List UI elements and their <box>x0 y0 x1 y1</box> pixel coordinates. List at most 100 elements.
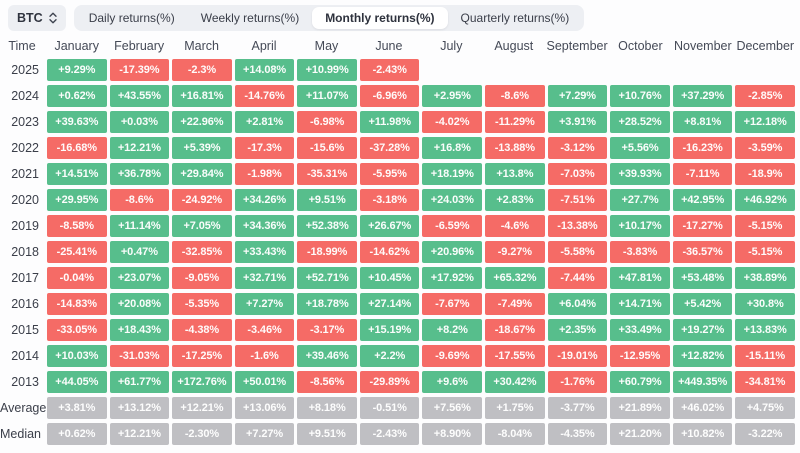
cell-2016-march: -5.35% <box>172 293 232 315</box>
cell-2013-february: +61.77% <box>109 371 170 393</box>
cell-2013-may: -8.56% <box>297 371 357 393</box>
cell-2017-july: +17.92% <box>422 267 483 289</box>
cell-2013-december: -34.81% <box>735 371 795 393</box>
table-row-2024: 2024 +0.62% +43.55% +16.81% -14.76% +11.07% -6… <box>0 85 795 107</box>
cell-median-april: +7.27% <box>234 423 295 445</box>
cell-2025-july <box>422 59 482 81</box>
row-label-2019: 2019 <box>11 219 39 233</box>
table-row-2023: 2023 +39.63% +0.03% +22.96% +2.81% -6.98% +11.… <box>0 111 795 133</box>
cell-2015-january: -33.05% <box>47 319 107 341</box>
cell-average-april: +13.06% <box>234 397 295 419</box>
cell-2017-april: +32.71% <box>234 267 295 289</box>
cell-2018-august: -9.27% <box>485 241 545 263</box>
cell-2025-september <box>548 59 608 81</box>
cell-2024-december: -2.85% <box>735 85 795 107</box>
cell-2024-october: +10.76% <box>610 85 670 107</box>
cell-2018-october: -3.83% <box>610 241 670 263</box>
cell-average-may: +8.18% <box>297 397 357 419</box>
cell-median-february: +12.21% <box>109 423 170 445</box>
cell-2022-june: -37.28% <box>359 137 420 159</box>
table-row-2019: 2019 -8.58% +11.14% +7.05% +34.36% +52.38% +26… <box>0 215 795 237</box>
cell-2024-may: +11.07% <box>297 85 357 107</box>
cell-median-august: -8.04% <box>485 423 545 445</box>
row-label-median: Median <box>0 427 41 441</box>
table-row-2022: 2022 -16.68% +12.21% +5.39% -17.3% -15.6% -37.… <box>0 137 795 159</box>
cell-2022-may: -15.6% <box>297 137 357 159</box>
cell-2015-september: +2.35% <box>547 319 608 341</box>
table-row-2018: 2018 -25.41% +0.47% -32.85% +33.43% -18.99% -1… <box>0 241 795 263</box>
symbol-selector[interactable]: BTC <box>8 5 66 31</box>
cell-2013-march: +172.76% <box>172 371 232 393</box>
symbol-selector-label: BTC <box>17 11 43 25</box>
cell-average-july: +7.56% <box>422 397 483 419</box>
cell-2025-august <box>485 59 545 81</box>
cell-2022-february: +12.21% <box>109 137 170 159</box>
cell-2020-november: +42.95% <box>672 189 733 211</box>
cell-2023-september: +3.91% <box>547 111 608 133</box>
tab-daily-returns[interactable]: Daily returns(%) <box>88 11 175 25</box>
row-label-2014: 2014 <box>11 349 39 363</box>
cell-2014-july: -9.69% <box>422 345 483 367</box>
cell-2021-november: -7.11% <box>672 163 733 185</box>
cell-2019-march: +7.05% <box>172 215 232 237</box>
cell-2025-january: +9.29% <box>47 59 107 81</box>
cell-2016-april: +7.27% <box>234 293 295 315</box>
cell-2014-december: -15.11% <box>735 345 795 367</box>
cell-2014-november: +12.82% <box>672 345 733 367</box>
cell-2021-may: -35.31% <box>297 163 357 185</box>
tab-weekly-returns[interactable]: Weekly returns(%) <box>200 11 300 25</box>
cell-2020-september: -7.51% <box>547 189 608 211</box>
row-label-average: Average <box>0 401 47 415</box>
table-row-2013: 2013 +44.05% +61.77% +172.76% +50.01% -8.56% -… <box>0 371 795 393</box>
cell-2015-april: -3.46% <box>234 319 295 341</box>
cell-2019-november: -17.27% <box>672 215 733 237</box>
cell-2014-august: -17.55% <box>485 345 545 367</box>
cell-2023-april: +2.81% <box>234 111 295 133</box>
cell-2014-january: +10.03% <box>47 345 107 367</box>
cell-2016-december: +30.8% <box>735 293 795 315</box>
col-header-february: February <box>114 39 165 53</box>
cell-2018-march: -32.85% <box>172 241 232 263</box>
cell-2025-march: -2.3% <box>172 59 232 81</box>
col-header-july: July <box>440 39 463 53</box>
cell-2019-may: +52.38% <box>297 215 357 237</box>
tab-quarterly-returns[interactable]: Quarterly returns(%) <box>460 11 570 25</box>
returns-period-tabs: Daily returns(%) Weekly returns(%) Monthly… <box>73 5 585 31</box>
cell-2014-september: -19.01% <box>547 345 608 367</box>
cell-2023-january: +39.63% <box>47 111 107 133</box>
col-header-june: June <box>375 39 403 53</box>
cell-2018-november: -36.57% <box>672 241 733 263</box>
cell-2021-september: -7.03% <box>547 163 608 185</box>
col-header-time: Time <box>8 39 36 53</box>
toolbar: BTC Daily returns(%) Weekly returns(%) Mon… <box>8 5 800 31</box>
cell-2019-february: +11.14% <box>109 215 170 237</box>
cell-2020-december: +46.92% <box>735 189 795 211</box>
table-row-2015: 2015 -33.05% +18.43% -4.38% -3.46% -3.17% +15.… <box>0 319 795 341</box>
col-header-august: August <box>494 39 534 53</box>
cell-2024-june: -6.96% <box>359 85 420 107</box>
row-label-2018: 2018 <box>11 245 39 259</box>
cell-2022-march: +5.39% <box>172 137 232 159</box>
cell-2022-january: -16.68% <box>47 137 107 159</box>
cell-2016-july: -7.67% <box>422 293 483 315</box>
cell-average-december: +4.75% <box>735 397 795 419</box>
cell-average-october: +21.89% <box>610 397 670 419</box>
cell-2017-may: +52.71% <box>297 267 357 289</box>
cell-2024-january: +0.62% <box>47 85 107 107</box>
cell-2019-june: +26.67% <box>359 215 420 237</box>
cell-2023-december: +12.18% <box>735 111 795 133</box>
row-label-2013: 2013 <box>11 375 39 389</box>
cell-2019-october: +10.17% <box>610 215 670 237</box>
tab-monthly-returns[interactable]: Monthly returns(%) <box>312 7 448 29</box>
cell-2013-october: +60.79% <box>610 371 670 393</box>
table-row-2025: 2025 +9.29% -17.39% -2.3% +14.08% +10.99% -2.4… <box>0 59 795 81</box>
row-label-2015: 2015 <box>11 323 39 337</box>
cell-2017-june: +10.45% <box>359 267 420 289</box>
cell-2014-june: +2.2% <box>359 345 420 367</box>
col-header-october: October <box>618 39 663 53</box>
cell-2015-october: +33.49% <box>610 319 670 341</box>
cell-2023-february: +0.03% <box>109 111 170 133</box>
cell-median-january: +0.62% <box>47 423 107 445</box>
cell-2019-january: -8.58% <box>47 215 107 237</box>
cell-2021-december: -18.9% <box>735 163 795 185</box>
